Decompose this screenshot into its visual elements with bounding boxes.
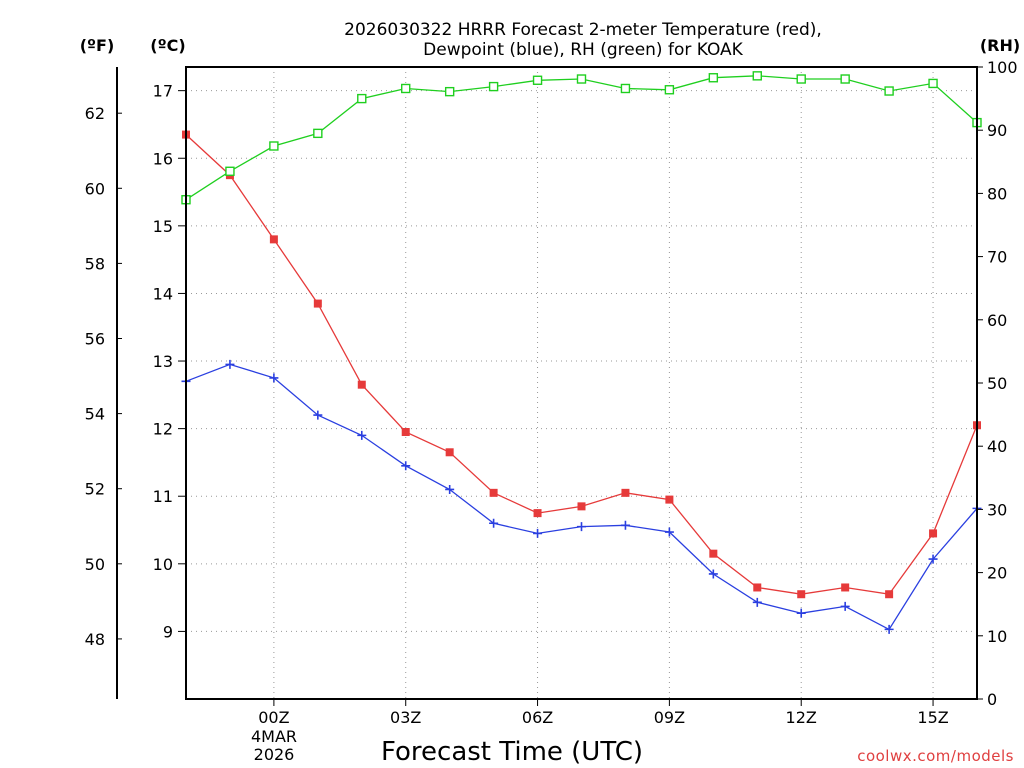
dewpoint-point	[269, 373, 279, 383]
relative-humidity-point	[620, 83, 631, 94]
temperature-point	[797, 590, 806, 599]
chart-title-line1: 2026030322 HRRR Forecast 2-meter Tempera…	[344, 20, 822, 40]
dewpoint-point	[313, 410, 323, 420]
relative-humidity-point	[796, 74, 806, 84]
dewpoint-point	[708, 569, 718, 579]
relative-humidity-point	[664, 85, 675, 95]
rh-tick-label: 90	[987, 121, 1007, 140]
rh-tick-label: 50	[987, 374, 1007, 393]
relative-humidity-series-line	[185, 75, 978, 201]
temperature-point	[709, 549, 718, 558]
dewpoint-point	[489, 518, 499, 528]
rh-tick-label: 20	[987, 564, 1007, 583]
celsius-tick-label: 13	[153, 352, 173, 371]
dewpoint-point	[577, 522, 586, 532]
temperature-point	[533, 509, 542, 518]
x-tick-label: 06Z	[522, 708, 553, 727]
series-layer	[181, 71, 982, 634]
celsius-tick-label: 16	[153, 149, 173, 168]
temperature-point	[269, 235, 278, 244]
x-tick-label: 15Z	[917, 708, 948, 727]
temperature-point	[401, 428, 410, 437]
x-tick-label: 00Z	[258, 708, 289, 727]
dewpoint-point	[884, 624, 894, 634]
fahrenheit-unit-label: (ºF)	[80, 36, 115, 55]
celsius-tick-label: 15	[153, 217, 173, 236]
celsius-tick-label: 10	[153, 555, 173, 574]
plot-frame	[185, 66, 978, 700]
temperature-point	[929, 529, 938, 538]
axes: 48 50 52 54 56 58 60 62 9 10 11 12 13 14 15 16 17 0 10 20 30…	[85, 58, 1018, 727]
relative-humidity-point	[269, 141, 279, 151]
credit-link[interactable]: coolwx.com/models	[857, 747, 1014, 765]
fahrenheit-tick-label: 60	[85, 179, 105, 198]
dewpoint-point	[620, 520, 630, 530]
temperature-point	[665, 495, 674, 504]
rh-tick-label: 100	[987, 58, 1018, 77]
temperature-point	[357, 380, 366, 389]
dewpoint-point	[401, 461, 411, 471]
dewpoint-point	[357, 430, 367, 440]
temperature-point	[621, 488, 630, 497]
x-tick-label: 12Z	[786, 708, 817, 727]
rh-tick-label: 60	[987, 311, 1007, 330]
celsius-tick-label: 12	[153, 420, 173, 439]
relative-humidity-point	[708, 73, 719, 83]
dewpoint-point	[840, 601, 850, 611]
relative-humidity-point	[576, 74, 587, 84]
chart-title-line2: Dewpoint (blue), RH (green) for KOAK	[423, 40, 744, 60]
celsius-tick-label: 11	[153, 487, 173, 506]
temperature-point	[577, 502, 586, 511]
relative-humidity-point	[357, 93, 367, 104]
relative-humidity-point	[444, 86, 455, 97]
relative-humidity-point	[401, 83, 411, 94]
date-label-month: 4MAR	[251, 727, 297, 746]
celsius-tick-label: 17	[153, 82, 173, 101]
temperature-point	[753, 583, 762, 592]
rh-tick-label: 70	[987, 248, 1007, 267]
temperature-point	[841, 583, 850, 592]
dewpoint-point	[533, 528, 543, 538]
celsius-tick-label: 14	[153, 284, 173, 303]
relative-humidity-point	[532, 75, 543, 85]
dewpoint-point	[796, 608, 806, 618]
dewpoint-point	[225, 359, 235, 369]
relative-humidity-point	[313, 128, 323, 139]
dewpoint-point	[752, 597, 762, 607]
temperature-point	[313, 299, 322, 308]
dewpoint-point	[928, 554, 938, 564]
x-tick-label: 03Z	[390, 708, 421, 727]
temperature-point	[489, 488, 498, 497]
x-axis-title: Forecast Time (UTC)	[381, 737, 643, 767]
rh-tick-label: 40	[987, 437, 1007, 456]
rh-tick-label: 10	[987, 627, 1007, 646]
relative-humidity-point	[488, 81, 499, 92]
temperature-point	[885, 590, 894, 599]
fahrenheit-tick-label: 48	[85, 630, 105, 649]
fahrenheit-tick-label: 50	[85, 555, 105, 574]
rh-tick-label: 0	[987, 690, 997, 709]
relative-humidity-point	[928, 78, 938, 89]
fahrenheit-tick-label: 54	[85, 405, 105, 424]
temperature-point	[445, 448, 454, 457]
date-label-year: 2026	[254, 745, 295, 764]
relative-humidity-point	[840, 74, 850, 84]
rh-tick-label: 30	[987, 500, 1007, 519]
fahrenheit-tick-label: 58	[85, 254, 105, 273]
relative-humidity-point	[884, 86, 894, 96]
fahrenheit-tick-label: 56	[85, 330, 105, 349]
rh-unit-label: (RH)	[980, 36, 1020, 55]
celsius-tick-label: 9	[163, 622, 173, 641]
celsius-unit-label: (ºC)	[150, 36, 185, 55]
x-tick-label: 09Z	[654, 708, 685, 727]
fahrenheit-tick-label: 62	[85, 104, 105, 123]
dewpoint-point	[445, 484, 455, 494]
rh-tick-label: 80	[987, 184, 1007, 203]
relative-humidity-point	[225, 166, 235, 176]
relative-humidity-point	[752, 71, 762, 81]
grid-lines	[186, 67, 977, 699]
fahrenheit-tick-label: 52	[85, 480, 105, 499]
dewpoint-point	[664, 527, 674, 537]
